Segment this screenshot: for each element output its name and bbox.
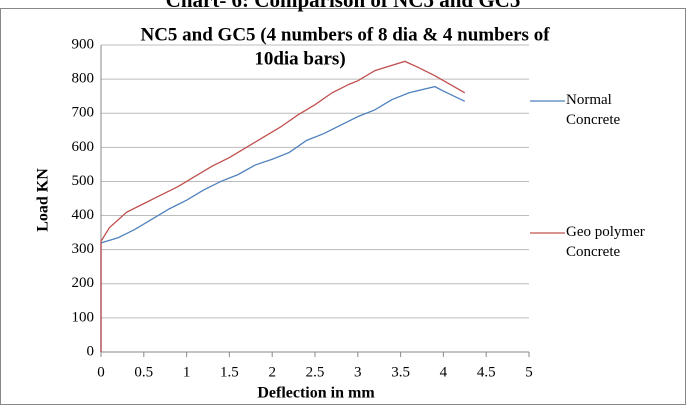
series-line bbox=[100, 85, 466, 352]
x-axis-label: Deflection in mm bbox=[257, 385, 375, 402]
x-tick-label: 1 bbox=[183, 364, 191, 380]
chart-title: 10dia bars) bbox=[254, 48, 345, 69]
y-tick-label: 500 bbox=[72, 173, 95, 189]
chart-frame bbox=[0, 8, 686, 405]
legend-label: Normal Concrete bbox=[566, 92, 620, 128]
x-tick-label: 5 bbox=[525, 364, 533, 380]
x-tick-label: 0.5 bbox=[134, 364, 153, 380]
y-tick-label: 400 bbox=[72, 207, 95, 223]
y-tick-label: 700 bbox=[72, 105, 95, 121]
y-tick-label: 600 bbox=[72, 139, 95, 155]
x-tick-label: 4.5 bbox=[477, 364, 496, 380]
y-tick-label: 300 bbox=[72, 241, 95, 257]
y-tick-label: 800 bbox=[72, 71, 95, 87]
x-tick-label: 2.5 bbox=[306, 364, 325, 380]
x-tick-label: 1.5 bbox=[220, 364, 239, 380]
y-tick-label: 0 bbox=[87, 343, 95, 359]
x-tick-label: 0 bbox=[97, 364, 105, 380]
heading: Chart- 6: Comparison of NC5 and GC5 bbox=[166, 0, 521, 12]
x-tick-label: 3.5 bbox=[391, 364, 410, 380]
legend-label: Geo polymer Concrete bbox=[566, 224, 645, 260]
y-tick-label: 100 bbox=[72, 309, 95, 325]
x-tick-label: 4 bbox=[440, 364, 448, 380]
y-tick-label: 900 bbox=[72, 36, 95, 52]
x-tick-label: 2 bbox=[268, 364, 276, 380]
y-tick-label: 200 bbox=[72, 275, 95, 291]
chart-title: NC5 and GC5 (4 numbers of 8 dia & 4 numb… bbox=[140, 24, 550, 45]
y-axis-label: Load KN bbox=[35, 168, 52, 232]
series-line bbox=[100, 60, 466, 352]
x-tick-label: 3 bbox=[354, 364, 362, 380]
